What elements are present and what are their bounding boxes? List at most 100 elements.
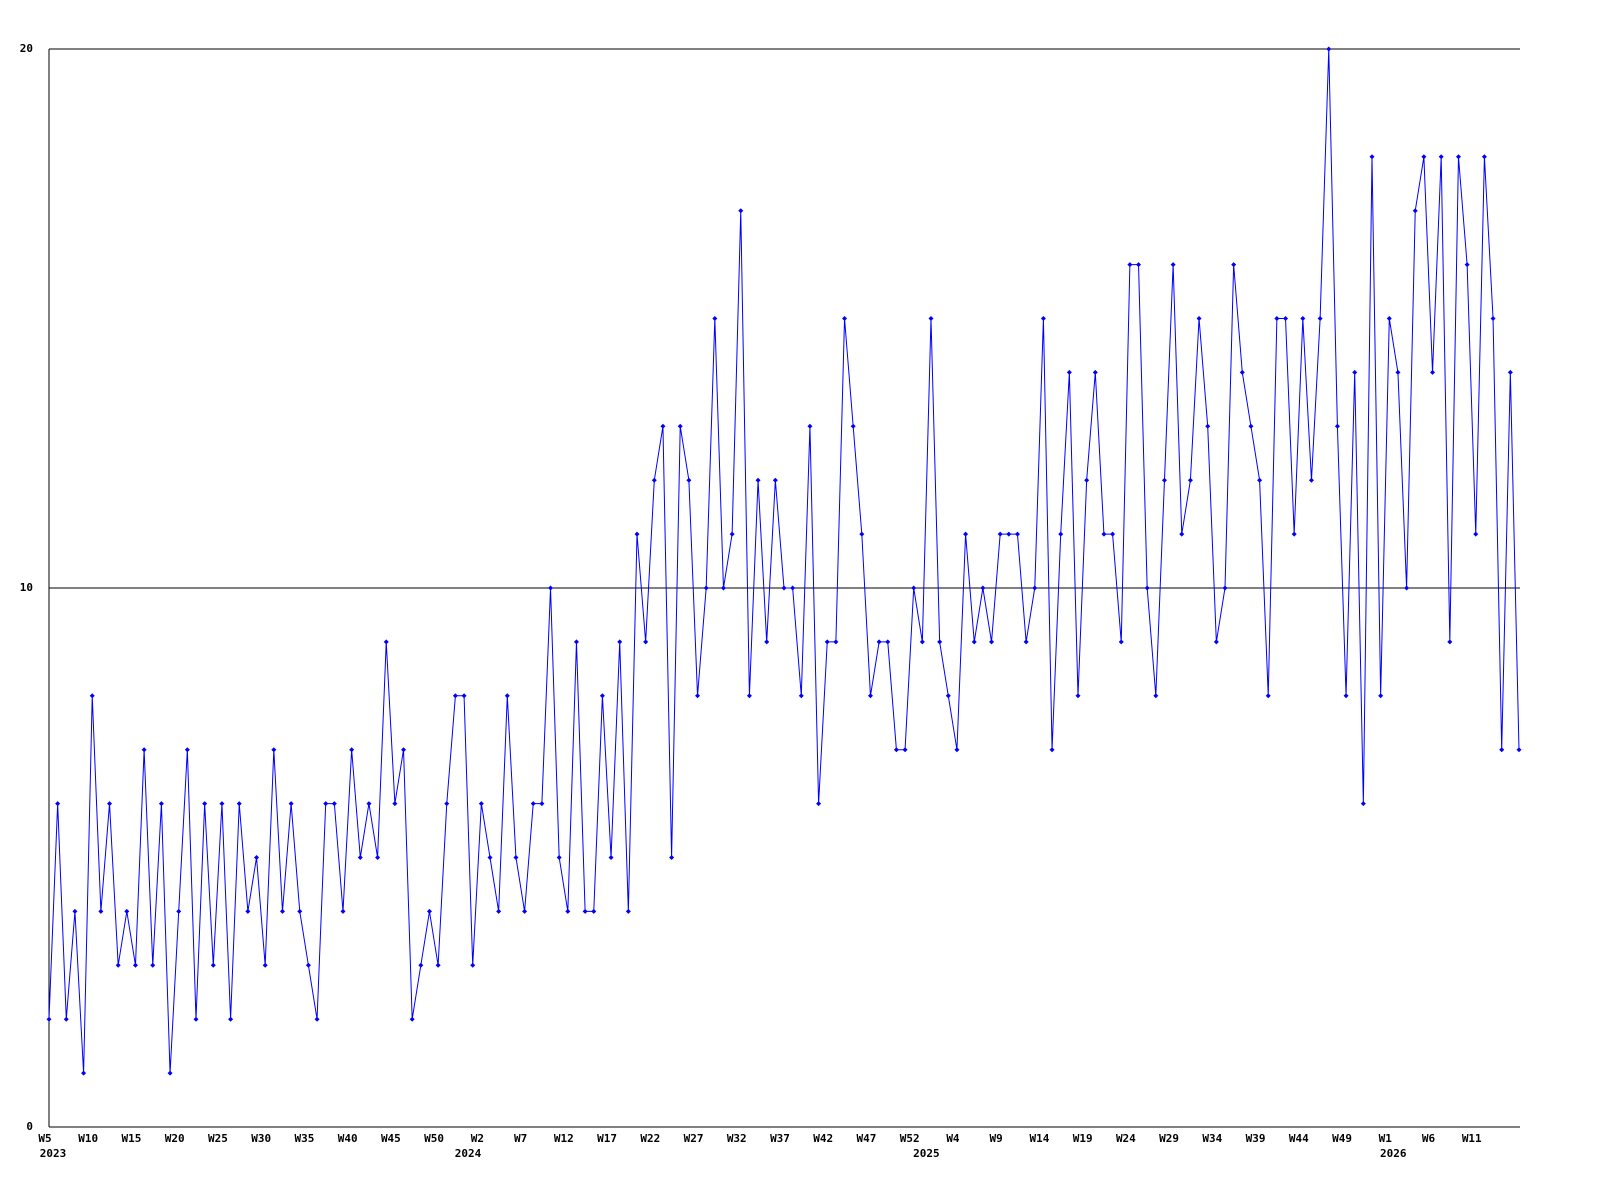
x-year-label: 2024 [455,1147,482,1160]
x-tick-label: W47 [857,1132,877,1145]
point [1161,477,1167,483]
point [1040,316,1046,321]
point [314,1016,320,1022]
point [729,531,735,537]
point [824,639,830,645]
x-tick-label: W11 [1462,1132,1482,1145]
point [703,585,709,591]
point [842,316,848,321]
y-tick-label: 20 [20,42,33,55]
point [63,1016,69,1022]
x-tick-label: W44 [1289,1132,1309,1145]
point [107,801,113,807]
point [1248,423,1254,429]
x-tick-label: W49 [1332,1132,1352,1145]
point [426,908,432,914]
point [271,747,277,753]
point [124,908,130,914]
point [1317,316,1323,321]
point [496,908,502,914]
point [902,747,908,753]
x-tick-label: W27 [684,1132,704,1145]
point [1006,531,1012,537]
point [617,639,623,645]
point [98,908,104,914]
point [1049,747,1055,753]
point [89,693,95,699]
point [470,962,476,968]
point [876,639,882,645]
point [202,801,208,807]
point [1118,639,1124,645]
point [695,693,701,699]
point [971,639,977,645]
point [279,908,285,914]
x-tick-label: W25 [208,1132,228,1145]
point [435,962,441,968]
point [158,801,164,807]
point [1058,531,1064,537]
point [746,693,752,699]
point [660,423,666,429]
point [444,801,450,807]
x-tick-label: W39 [1246,1132,1266,1145]
point [1205,423,1211,429]
point [1430,369,1436,375]
point [1110,531,1116,537]
point [755,477,761,483]
x-tick-label: W10 [78,1132,98,1145]
point [816,801,822,807]
x-tick-label: W37 [770,1132,790,1145]
point [1421,154,1427,160]
point [1239,369,1245,375]
point [677,423,683,429]
point [81,1070,87,1076]
x-tick-label: W20 [165,1132,185,1145]
point [712,316,718,321]
point [461,693,467,699]
point [565,908,571,914]
point [790,585,796,591]
point [850,423,856,429]
line [48,48,1520,1074]
point [418,962,424,968]
point [1023,639,1029,645]
y-tick-label: 10 [20,581,33,594]
point [1291,531,1297,537]
point [115,962,121,968]
point [513,855,519,860]
y-tick-label: 0 [26,1120,33,1133]
point [1438,154,1444,160]
point [919,639,925,645]
point [997,531,1003,537]
point [911,585,917,591]
point [954,747,960,753]
point [798,693,804,699]
point [132,962,138,968]
point [651,477,657,483]
point [1257,477,1263,483]
point [357,855,363,860]
point [1213,639,1219,645]
point [885,639,891,645]
point [1395,369,1401,375]
point [556,855,562,860]
point [1481,154,1487,160]
point [288,801,294,807]
x-year-label: 2025 [913,1147,940,1160]
point [1343,693,1349,699]
point [945,693,951,699]
point [504,693,510,699]
point [625,908,631,914]
point [591,908,597,914]
point [167,1070,173,1076]
point [1326,46,1332,52]
point [833,639,839,645]
point [1265,693,1271,699]
point [634,531,640,537]
point [1187,477,1193,483]
point [1334,423,1340,429]
point [859,531,865,537]
point [1516,747,1522,753]
